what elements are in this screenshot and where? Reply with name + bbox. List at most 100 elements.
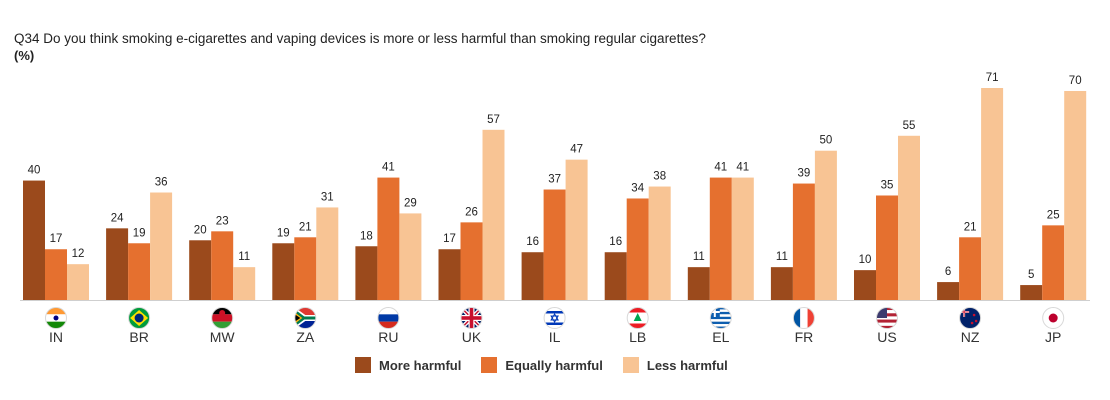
bar-group-in: 40 17 12: [23, 165, 89, 300]
bar-nz-less-harmful: [981, 88, 1004, 300]
bar-group-el: 11 41 41: [687, 162, 754, 300]
data-label-us-more-harmful: 10: [859, 254, 872, 266]
data-label-lb-less-harmful: 38: [653, 171, 666, 183]
bar-group-br: 24 19 36: [106, 177, 173, 300]
legend-swatch-less-harmful: [622, 357, 639, 373]
category-label-lb: LB: [629, 329, 646, 345]
bar-fr-equally-harmful: [792, 183, 815, 300]
bar-za-more-harmful: [272, 243, 295, 300]
data-label-ru-less-harmful: 29: [404, 197, 417, 209]
bar-za-less-harmful: [316, 207, 339, 300]
data-label-us-less-harmful: 55: [903, 120, 916, 132]
category-label-el: EL: [712, 329, 729, 345]
greece-flag-icon: [709, 307, 732, 329]
data-label-br-more-harmful: 24: [111, 212, 124, 224]
bar-el-equally-harmful: [709, 177, 732, 300]
legend-label-less-harmful: Less harmful: [646, 357, 728, 373]
data-label-el-less-harmful: 41: [736, 162, 749, 174]
bar-group-fr: 11 39 50: [770, 135, 837, 300]
data-label-us-equally-harmful: 35: [881, 179, 894, 191]
malawi-flag-icon: [211, 307, 234, 329]
legend-item-more-harmful: More harmful: [355, 357, 461, 373]
data-label-lb-equally-harmful: 34: [631, 182, 644, 194]
data-label-br-less-harmful: 36: [155, 177, 168, 189]
category-label-ru: RU: [378, 329, 398, 345]
uk-flag-icon: [460, 307, 483, 329]
data-label-br-equally-harmful: 19: [133, 227, 146, 239]
bar-group-za: 19 21 31: [272, 191, 339, 300]
bar-nz-equally-harmful: [959, 237, 982, 300]
bar-el-more-harmful: [687, 267, 710, 300]
bar-lb-less-harmful: [648, 186, 671, 300]
bar-mw-less-harmful: [233, 267, 256, 300]
bar-br-more-harmful: [106, 228, 129, 300]
legend-item-less-harmful: Less harmful: [622, 357, 728, 373]
data-label-fr-more-harmful: 11: [776, 251, 788, 263]
bar-jp-less-harmful: [1064, 90, 1087, 300]
legend-item-equally-harmful: Equally harmful: [481, 357, 603, 373]
data-label-el-more-harmful: 11: [693, 251, 705, 263]
india-flag-icon: [45, 307, 67, 329]
bar-mw-equally-harmful: [211, 231, 234, 300]
data-label-jp-less-harmful: 70: [1069, 75, 1082, 87]
bar-jp-more-harmful: [1020, 285, 1043, 300]
legend-label-more-harmful: More harmful: [379, 357, 462, 373]
category-label-nz: NZ: [961, 329, 980, 345]
bar-fr-less-harmful: [814, 150, 837, 300]
data-label-mw-more-harmful: 20: [194, 224, 207, 236]
bar-uk-more-harmful: [438, 249, 461, 300]
data-label-il-less-harmful: 47: [570, 144, 583, 156]
data-label-nz-equally-harmful: 21: [964, 221, 977, 233]
bar-group-nz: 6 21 71: [937, 72, 1004, 300]
new-zealand-flag-icon: [959, 307, 982, 329]
data-label-za-more-harmful: 19: [277, 227, 290, 239]
bar-il-equally-harmful: [543, 189, 566, 300]
data-label-fr-equally-harmful: 39: [798, 168, 811, 180]
bar-jp-equally-harmful: [1042, 225, 1065, 300]
category-label-uk: UK: [462, 329, 482, 345]
data-label-il-more-harmful: 16: [526, 236, 539, 248]
chart-title: Q34 Do you think smoking e-cigarettes an…: [14, 31, 706, 46]
south-africa-flag-icon: [294, 307, 317, 329]
data-label-ru-equally-harmful: 41: [382, 162, 395, 174]
category-label-br: BR: [129, 329, 148, 345]
data-label-uk-equally-harmful: 26: [465, 206, 478, 218]
france-flag-icon: [792, 307, 815, 329]
bar-group-ru: 18 41 29: [355, 162, 422, 300]
bar-us-more-harmful: [854, 270, 876, 300]
legend: More harmful Equally harmful Less harmfu…: [355, 357, 728, 373]
bar-lb-more-harmful: [604, 252, 627, 300]
bar-uk-equally-harmful: [460, 222, 483, 300]
category-label-us: US: [877, 329, 896, 345]
category-label-il: IL: [549, 329, 561, 345]
bar-group-us: 10 35 55: [854, 120, 920, 300]
bar-in-more-harmful: [23, 180, 45, 300]
data-label-mw-less-harmful: 11: [238, 251, 250, 263]
japan-flag-icon: [1042, 307, 1065, 329]
bar-group-uk: 17 26 57: [438, 114, 505, 300]
brazil-flag-icon: [128, 307, 151, 329]
bar-za-equally-harmful: [294, 237, 317, 300]
bar-il-more-harmful: [521, 252, 544, 300]
data-label-jp-equally-harmful: 25: [1047, 209, 1060, 221]
category-label-mw: MW: [210, 329, 236, 345]
bar-el-less-harmful: [731, 177, 754, 300]
usa-flag-icon: [876, 307, 898, 329]
legend-swatch-more-harmful: [355, 357, 371, 373]
data-label-ru-more-harmful: 18: [360, 230, 373, 242]
data-label-za-equally-harmful: 21: [299, 221, 312, 233]
data-label-in-equally-harmful: 17: [50, 233, 63, 245]
legend-swatch-equally-harmful: [481, 357, 498, 373]
data-label-uk-less-harmful: 57: [487, 114, 500, 126]
bar-us-less-harmful: [898, 135, 920, 300]
bar-br-equally-harmful: [128, 243, 151, 300]
bar-in-equally-harmful: [45, 249, 67, 300]
bar-ru-equally-harmful: [377, 177, 400, 300]
bar-lb-equally-harmful: [626, 198, 649, 300]
bar-ru-less-harmful: [399, 213, 422, 300]
bar-nz-more-harmful: [937, 282, 960, 300]
data-label-in-more-harmful: 40: [28, 165, 41, 177]
data-label-il-equally-harmful: 37: [548, 174, 561, 186]
bar-us-equally-harmful: [876, 195, 898, 300]
